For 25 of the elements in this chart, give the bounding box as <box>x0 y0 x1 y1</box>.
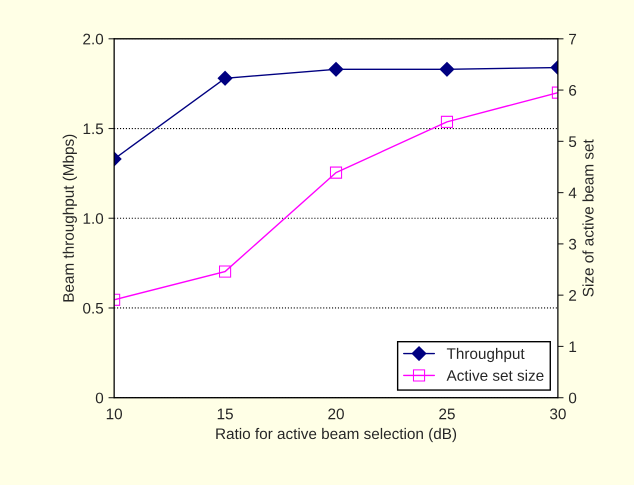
y2-tick-label: 0 <box>568 392 576 404</box>
x-tick-label: 10 <box>106 408 122 420</box>
y-tick-label: 2.0 <box>83 34 104 44</box>
y2-tick-label: 2 <box>569 290 576 301</box>
y2-tick-label: 7 <box>569 34 576 44</box>
y2-tick-label: 3 <box>568 238 576 250</box>
point <box>328 62 344 77</box>
y2-tick-label: 6 <box>569 84 576 96</box>
x-tick-label: 15 <box>218 408 233 420</box>
legend-label: Throughput <box>446 348 525 362</box>
x-tick-label: 20 <box>328 408 344 420</box>
x-tick-label: 30 <box>550 408 566 420</box>
y2-axis-title: Size of active beam set <box>582 139 594 297</box>
x-axis-title: Ratio for active beam selection (dB) <box>216 428 456 442</box>
point <box>330 166 342 179</box>
y-tick-label: 0.5 <box>83 302 104 314</box>
y-axis-title: Beam throughput (Mbps) <box>62 134 77 302</box>
y-tick-label: 0 <box>96 392 104 404</box>
x-tick-label: 25 <box>439 408 455 420</box>
y2-tick-label: 5 <box>568 136 576 148</box>
y-tick-label: 1.0 <box>84 213 104 224</box>
y2-tick-label: 4 <box>568 188 576 198</box>
legend-label: Active set size <box>446 370 544 381</box>
y2-tick-label: 1 <box>570 341 576 352</box>
y-tick-label: 1.5 <box>84 124 104 134</box>
